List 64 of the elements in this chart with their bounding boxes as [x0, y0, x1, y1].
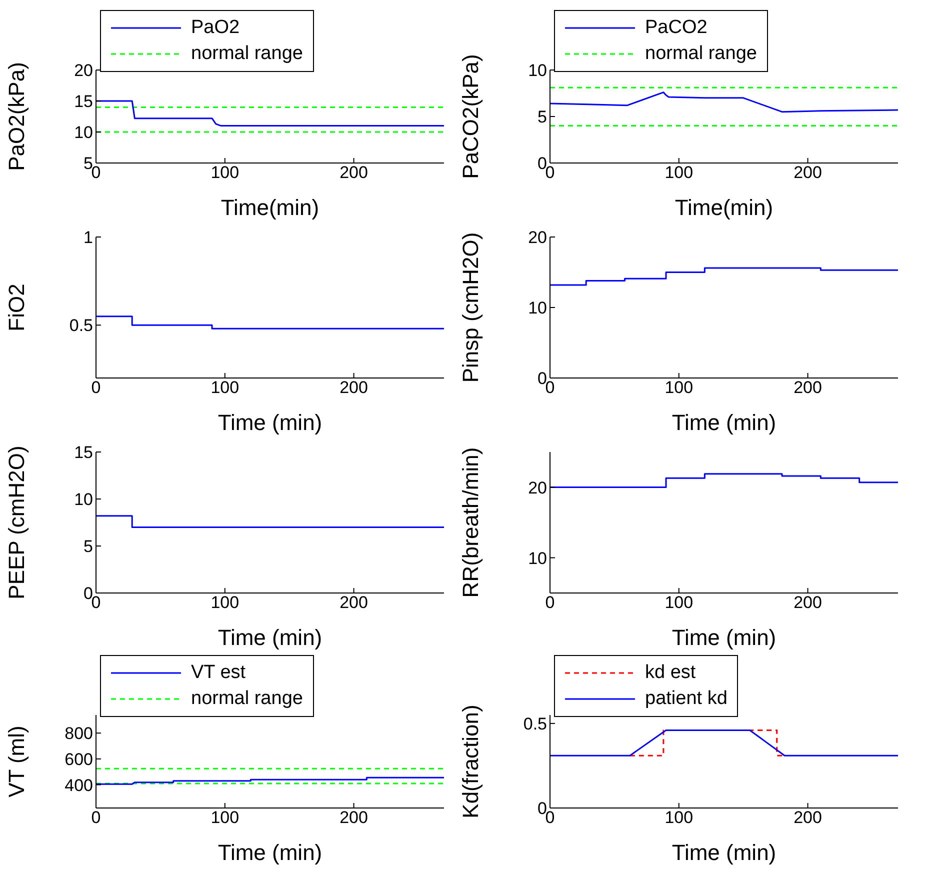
legend-label: kd est	[645, 662, 696, 684]
y-tick-label: 20	[74, 61, 93, 80]
y-tick-label: 10	[528, 548, 547, 568]
legend-label: normal range	[191, 688, 303, 710]
x-tick-label: 200	[340, 378, 368, 398]
y-tick-label: 10	[528, 61, 547, 80]
x-tick-label: 100	[210, 808, 240, 828]
y-axis-title: RR(breath/min)	[458, 447, 483, 598]
y-tick-label: 600	[64, 750, 93, 769]
y-axis-title: PaO2(kPa)	[4, 62, 29, 171]
x-axis-title: Time(min)	[674, 195, 774, 220]
x-axis-title: Time (min)	[218, 840, 322, 865]
legend-label: patient kd	[645, 688, 728, 710]
y-tick-label: 15	[74, 443, 93, 462]
y-axis-title: Pinsp (cmH2O)	[458, 232, 483, 383]
y-axis-title: PaCO2(kPa)	[458, 54, 483, 179]
x-axis-title: Time (min)	[672, 410, 776, 435]
x-axis-title: Time(min)	[220, 195, 320, 220]
y-tick-label: 400	[64, 776, 93, 795]
y-tick-label: 0.5	[523, 714, 547, 734]
x-axis-title: Time (min)	[218, 625, 322, 650]
x-axis-title: Time (min)	[218, 410, 322, 435]
y-axis-title: VT (ml)	[4, 726, 29, 798]
y-axis-title: Kd(fraction)	[458, 704, 483, 818]
x-tick-label: 200	[340, 593, 368, 612]
x-axis-title: Time (min)	[672, 840, 776, 865]
x-tick-label: 100	[210, 378, 240, 398]
y-tick-label: 10	[528, 298, 547, 318]
x-tick-label: 100	[664, 593, 694, 612]
legend-label: PaO2	[191, 17, 240, 39]
y-axis-title: FiO2	[4, 284, 29, 332]
line-series	[550, 92, 898, 113]
legend-label: PaCO2	[645, 17, 708, 39]
x-tick-label: 100	[664, 163, 694, 182]
line-series	[96, 100, 444, 127]
y-axis-title: PEEP (cmH2O)	[4, 446, 29, 600]
y-tick-label: 1	[84, 228, 93, 248]
legend-label: normal range	[645, 43, 757, 65]
line-series	[550, 473, 898, 488]
y-tick-label: 5	[538, 108, 547, 127]
y-tick-label: 5	[84, 537, 93, 556]
x-tick-label: 200	[794, 808, 822, 828]
legend-label: VT est	[191, 662, 246, 684]
x-tick-label: 200	[794, 593, 822, 612]
line-series	[550, 267, 898, 286]
y-tick-label: 15	[74, 92, 93, 112]
y-tick-label: 10	[74, 490, 93, 510]
y-tick-label: 10	[74, 123, 93, 142]
y-tick-label: 5	[84, 154, 93, 174]
y-tick-label: 0.5	[69, 316, 93, 336]
x-tick-label: 200	[794, 378, 822, 398]
y-tick-label: 20	[528, 228, 547, 248]
x-tick-label: 100	[210, 163, 240, 182]
x-tick-label: 200	[340, 163, 368, 182]
y-tick-label: 800	[64, 724, 93, 744]
y-tick-label: 20	[528, 478, 547, 498]
x-tick-label: 100	[664, 808, 694, 828]
line-series	[96, 776, 444, 785]
x-tick-label: 100	[664, 378, 694, 398]
x-tick-label: 100	[210, 593, 240, 612]
x-tick-label: 200	[340, 808, 368, 828]
x-axis-title: Time (min)	[672, 625, 776, 650]
x-tick-label: 200	[794, 163, 822, 182]
legend-label: normal range	[191, 43, 303, 65]
